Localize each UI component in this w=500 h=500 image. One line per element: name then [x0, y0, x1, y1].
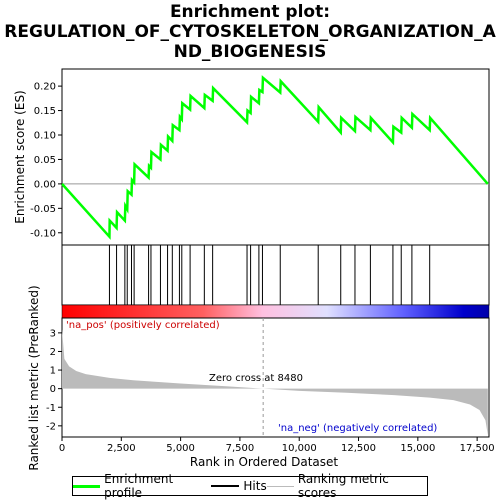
title-line-3: ND_BIOGENESIS: [173, 42, 327, 62]
x-tick-label: 0: [59, 443, 65, 454]
x-tick-label: 5,000: [166, 443, 195, 454]
legend-label-metric: Ranking metric scores: [297, 472, 389, 500]
x-tick-label: 2,500: [107, 443, 136, 454]
x-tick-label: 7,500: [226, 443, 255, 454]
plot-title: Enrichment plot: REGULATION_OF_CYTOSKELE…: [0, 2, 500, 62]
legend-item-metric: Ranking metric scores: [266, 472, 427, 500]
legend-item-enrichment: Enrichment profile: [73, 472, 211, 500]
metric-y-tick-label: 3: [50, 328, 56, 339]
heatmap-rect: [61, 304, 490, 319]
legend-item-hits: Hits: [211, 479, 267, 493]
legend-swatch-hits: [211, 485, 240, 487]
legend-swatch-metric: [266, 485, 294, 487]
y-axis-title-es: Enrichment score (ES): [13, 90, 27, 223]
metric-y-tick-label: 1: [50, 366, 56, 377]
x-tick-label: 10,000: [282, 443, 317, 454]
es-y-tick-label: 0.10: [34, 131, 56, 142]
y-axis-title-metric: Ranked list metric (PreRanked): [27, 285, 41, 470]
es-y-tick-label: -0.10: [30, 228, 56, 239]
legend-label-enrichment: Enrichment profile: [104, 472, 174, 500]
heatmap-bar: [61, 304, 490, 319]
legend-swatch-enrichment: [73, 484, 101, 488]
legend: Enrichment profile Hits Ranking metric s…: [72, 472, 428, 500]
metric-y-tick-label: 2: [50, 347, 56, 358]
es-y-tick-label: 0.15: [34, 106, 56, 117]
neg-correlated-label: 'na_neg' (negatively correlated): [278, 423, 437, 434]
enrichment-profile-line: [61, 75, 489, 240]
es-y-tick-label: 0.20: [34, 82, 56, 93]
x-tick-label: 17,500: [460, 443, 495, 454]
es-y-tick-label: 0.00: [34, 179, 56, 190]
pos-correlated-label: 'na_pos' (positively correlated): [66, 320, 220, 331]
x-axis-title: Rank in Ordered Dataset: [190, 455, 338, 469]
title-line-1: Enrichment plot:: [169, 2, 331, 22]
ranking-metric-area: [62, 329, 488, 436]
hits-panel-frame: [61, 244, 490, 306]
metric-y-tick-label: -2: [46, 421, 56, 432]
zero-cross-label: Zero cross at 8480: [209, 373, 303, 384]
x-tick-label: 12,500: [341, 443, 376, 454]
legend-label-hits: Hits: [243, 479, 267, 493]
x-tick-label: 15,000: [400, 443, 435, 454]
title-line-2: REGULATION_OF_CYTOSKELETON_ORGANIZATION_…: [4, 22, 496, 42]
metric-y-tick-label: 0: [50, 384, 56, 395]
es-panel-frame: [61, 68, 490, 246]
es-y-tick-label: -0.05: [30, 204, 56, 215]
es-y-tick-label: 0.05: [34, 155, 56, 166]
metric-y-tick-label: -1: [46, 403, 56, 414]
